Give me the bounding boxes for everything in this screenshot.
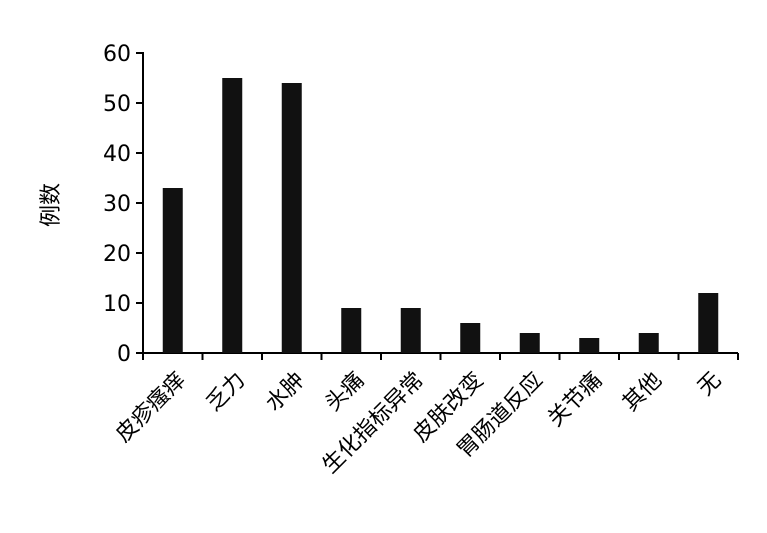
x-tick-label: 头痛 [321,368,370,417]
x-tick-label: 无 [693,368,726,401]
y-tick-label: 60 [103,42,131,67]
bar [400,308,421,353]
bar [341,308,362,353]
bar [222,78,243,353]
x-tick-label: 乏力 [202,368,251,417]
y-tick-label: 0 [117,342,131,367]
x-tick-label: 水肿 [261,368,310,417]
y-axis-label: 例数 [39,183,64,227]
y-tick-label: 20 [103,242,131,267]
bar [579,338,600,353]
bar [638,333,659,353]
y-tick-label: 50 [103,92,131,117]
bar [519,333,540,353]
y-tick-label: 10 [103,292,131,317]
y-tick-label: 30 [103,192,131,217]
bar [281,83,302,353]
y-tick-label: 40 [103,142,131,167]
bar [698,293,719,353]
bar [162,188,183,353]
x-tick-label: 皮疹瘙痒 [111,368,191,448]
bar [460,323,481,353]
x-tick-label: 其他 [618,368,667,417]
x-tick-label: 关节痛 [543,368,607,432]
